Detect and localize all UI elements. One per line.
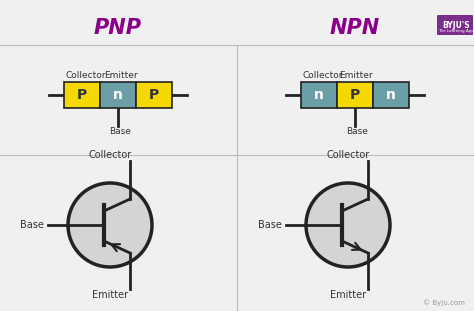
Text: NPN: NPN	[330, 18, 380, 38]
Text: Collector: Collector	[88, 150, 132, 160]
Text: BYJU'S: BYJU'S	[442, 21, 470, 30]
Text: n: n	[386, 88, 396, 102]
Circle shape	[68, 183, 152, 267]
Text: The Learning App: The Learning App	[438, 29, 474, 33]
Text: n: n	[113, 88, 123, 102]
Text: Collector: Collector	[66, 71, 107, 80]
Circle shape	[306, 183, 390, 267]
Text: Emitter: Emitter	[104, 71, 137, 80]
Text: Emitter: Emitter	[92, 290, 128, 300]
Text: Base: Base	[109, 127, 131, 136]
Text: P: P	[77, 88, 87, 102]
Text: Collector: Collector	[303, 71, 344, 80]
Bar	[100, 82, 136, 108]
Bar	[337, 82, 373, 108]
Text: Base: Base	[258, 220, 282, 230]
Text: PNP: PNP	[94, 18, 142, 38]
Text: Base: Base	[346, 127, 368, 136]
Bar	[64, 82, 100, 108]
Text: n: n	[314, 88, 324, 102]
Text: Emitter: Emitter	[339, 71, 373, 80]
Text: © Byju.com: © Byju.com	[423, 300, 465, 306]
Text: Collector: Collector	[327, 150, 370, 160]
Text: Base: Base	[20, 220, 44, 230]
Text: Emitter: Emitter	[330, 290, 366, 300]
Bar	[373, 82, 409, 108]
Text: P: P	[149, 88, 159, 102]
FancyBboxPatch shape	[437, 15, 473, 35]
Bar	[136, 82, 172, 108]
Text: P: P	[350, 88, 360, 102]
Bar	[301, 82, 337, 108]
